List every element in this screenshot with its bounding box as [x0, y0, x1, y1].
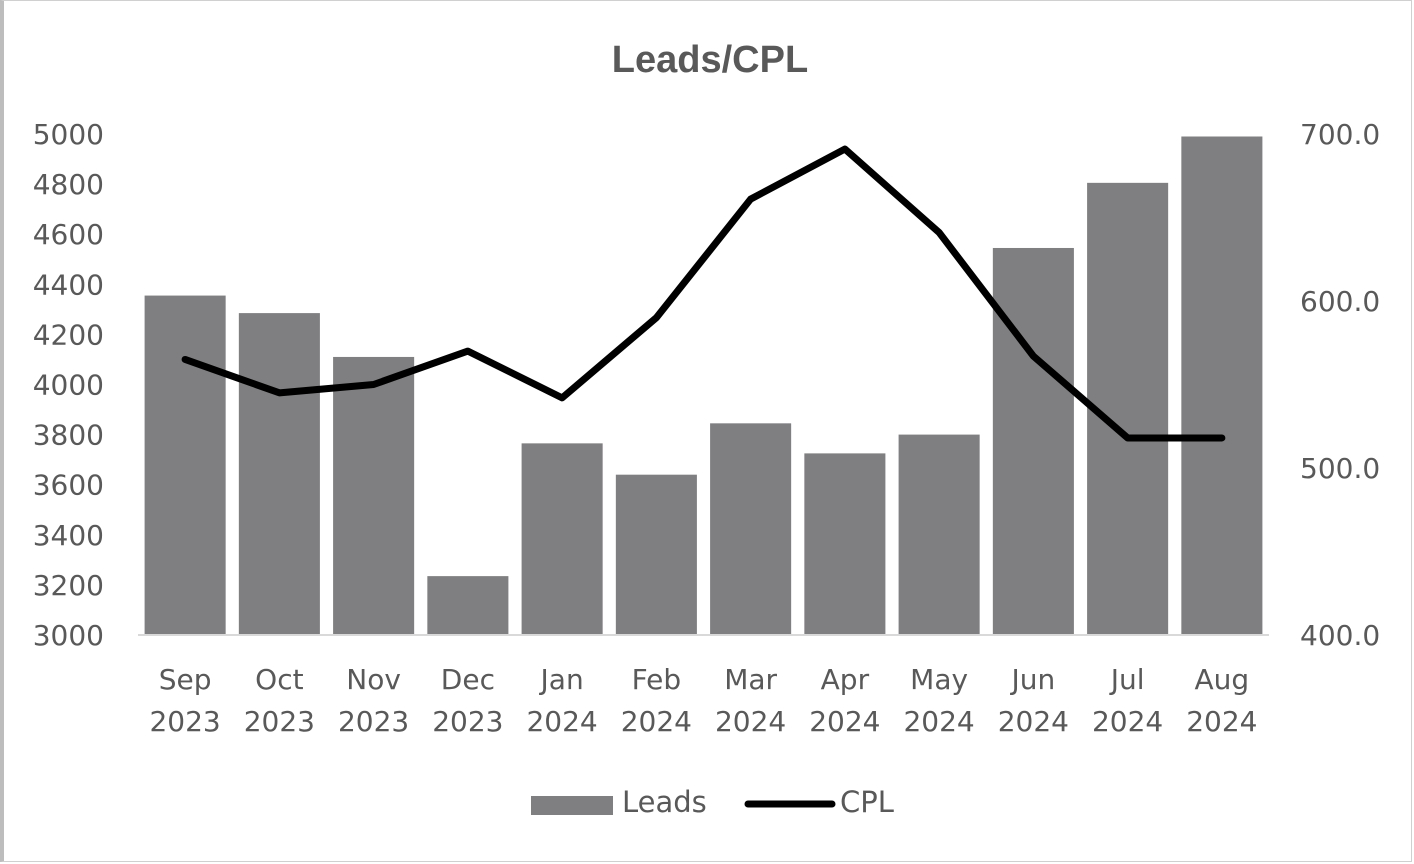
leads-bar — [615, 474, 697, 635]
cpl-point — [844, 148, 846, 150]
x-axis-tick-label: Jan — [539, 663, 584, 696]
cpl-point — [278, 392, 280, 394]
leads-bar — [427, 576, 509, 635]
x-axis-tick-label: 2023 — [432, 705, 503, 738]
cpl-point — [1032, 355, 1034, 357]
x-axis-tick-label: May — [910, 663, 968, 696]
cpl-point — [938, 232, 940, 234]
cpl-point — [373, 384, 375, 385]
x-axis-tick-label: 2024 — [715, 705, 786, 738]
x-axis-tick-label: 2024 — [526, 705, 597, 738]
cpl-point — [561, 397, 563, 399]
x-axis-tick-label: 2024 — [903, 705, 974, 738]
leads-bar — [804, 453, 886, 635]
x-axis-tick-label: 2024 — [998, 705, 1069, 738]
x-axis-ticks: Sep 2023 Oct 2023 Nov 2023 Dec 2023 Jan 2024 Feb 20… — [149, 663, 1257, 738]
x-axis-tick-label: 2024 — [809, 705, 880, 738]
cpl-point — [1127, 437, 1129, 439]
x-axis-tick-label: 2024 — [1186, 705, 1257, 738]
leads-bar — [238, 313, 320, 635]
cpl-point — [750, 198, 752, 200]
left-axis-tick-label: 4400 — [33, 268, 104, 301]
leads-bar — [1087, 182, 1169, 635]
cpl-point — [184, 358, 186, 360]
x-axis-tick-label: Oct — [255, 663, 303, 696]
x-axis-tick-label: 2023 — [244, 705, 315, 738]
left-axis-tick-label: 4000 — [33, 369, 104, 402]
x-axis-tick-label: Apr — [821, 663, 870, 696]
x-axis-tick-label: Sep — [159, 663, 212, 696]
leads-bar — [521, 443, 603, 635]
x-axis-tick-label: 2023 — [149, 705, 220, 738]
right-axis-ticks: 400.0 500.0 600.0 700.0 — [1300, 118, 1380, 652]
right-axis-tick-label: 600.0 — [1300, 285, 1380, 318]
chart-title: Leads/CPL — [612, 39, 808, 81]
x-axis-tick-label: 2023 — [338, 705, 409, 738]
x-axis-tick-label: Nov — [346, 663, 401, 696]
x-axis-tick-label: 2024 — [1092, 705, 1163, 738]
x-axis-tick-label: Mar — [724, 663, 777, 696]
left-axis-ticks: 3000 3200 3400 3600 3800 4000 4200 4400 4600 4800… — [33, 118, 104, 652]
leads-bar — [1181, 136, 1263, 635]
x-axis-tick-label: Jun — [1010, 663, 1056, 696]
cpl-point — [655, 317, 657, 319]
left-axis-tick-label: 4600 — [33, 218, 104, 251]
left-axis-tick-label: 3400 — [33, 519, 104, 552]
legend: Leads CPL — [531, 785, 894, 819]
x-axis-tick-label: Feb — [632, 663, 682, 696]
cpl-point — [467, 350, 469, 352]
right-axis-tick-label: 500.0 — [1300, 452, 1380, 485]
legend-label-leads: Leads — [622, 785, 707, 819]
left-axis-tick-label: 3000 — [33, 619, 104, 652]
left-axis-tick-label: 4200 — [33, 318, 104, 351]
cpl-line — [181, 145, 1226, 442]
leads-bar — [898, 434, 980, 635]
left-axis-tick-label: 5000 — [33, 118, 104, 151]
leads-bar — [710, 423, 792, 635]
x-axis-tick-label: Jul — [1109, 663, 1145, 696]
x-axis-tick-label: Dec — [441, 663, 495, 696]
left-axis-tick-label: 3600 — [33, 469, 104, 502]
leads-bar — [992, 247, 1074, 636]
left-axis-tick-label: 3800 — [33, 419, 104, 452]
leads-bars — [144, 136, 1263, 636]
left-axis-tick-label: 4800 — [33, 168, 104, 201]
cpl-line-series — [181, 145, 1226, 442]
legend-label-cpl: CPL — [840, 785, 894, 819]
left-axis-tick-label: 3200 — [33, 569, 104, 602]
x-axis-tick-label: Aug — [1195, 663, 1250, 696]
cpl-point — [1221, 437, 1223, 439]
right-axis-tick-label: 400.0 — [1300, 619, 1380, 652]
leads-bar — [144, 295, 226, 635]
x-axis-tick-label: 2024 — [621, 705, 692, 738]
legend-swatch-leads — [531, 796, 613, 815]
leads-bar — [333, 356, 415, 635]
right-axis-tick-label: 700.0 — [1300, 118, 1380, 151]
